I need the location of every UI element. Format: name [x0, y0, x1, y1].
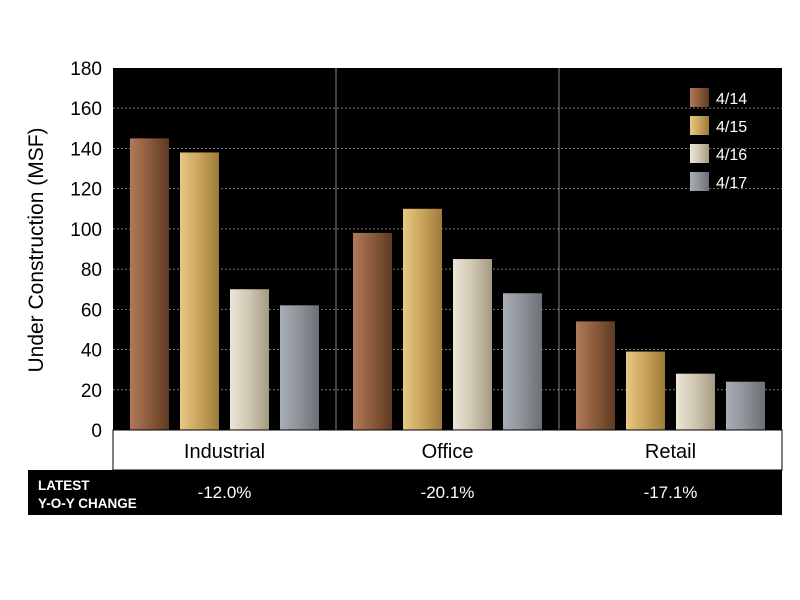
yoy-value: -12.0% — [198, 483, 252, 502]
plot-background — [113, 68, 782, 430]
bar-office-4-16 — [453, 259, 492, 430]
category-label: Office — [422, 441, 474, 463]
gridlines — [113, 107, 782, 391]
bar-retail-4-17 — [726, 381, 765, 430]
bar-industrial-4-14 — [130, 138, 169, 430]
y-tick-label: 180 — [70, 59, 102, 80]
yoy-values: -12.0% -20.1% -17.1% — [198, 483, 698, 502]
legend-label: 4/14 — [716, 91, 747, 108]
y-tick-label: 100 — [70, 220, 102, 241]
bar-office-4-15 — [403, 208, 442, 430]
y-tick-label: 120 — [70, 180, 102, 201]
yoy-strip — [28, 470, 782, 515]
y-tick-label: 40 — [81, 341, 102, 362]
y-axis-label: Under Construction (MSF) — [25, 127, 48, 372]
bar-retail-4-14 — [576, 321, 615, 430]
category-band — [112, 429, 783, 471]
yoy-title-line1: LATEST — [38, 478, 90, 493]
category-label: Industrial — [184, 441, 265, 463]
legend-label: 4/17 — [716, 175, 747, 192]
y-tick-label: 80 — [81, 260, 102, 281]
legend: 4/14 4/15 4/16 4/17 — [690, 88, 747, 192]
category-labels: Industrial Office Retail — [184, 441, 696, 463]
legend-swatch — [690, 116, 709, 135]
legend-swatch — [690, 88, 709, 107]
legend-label: 4/16 — [716, 147, 747, 164]
bar-industrial-4-16 — [230, 289, 269, 430]
y-tick-label: 20 — [81, 381, 102, 402]
legend-swatch — [690, 172, 709, 191]
bar-industrial-4-15 — [180, 152, 219, 430]
y-axis-ticks: 0 20 40 60 80 100 120 140 160 180 — [70, 59, 102, 442]
bar-retail-4-15 — [626, 351, 665, 430]
y-tick-label: 60 — [81, 300, 102, 321]
bars — [130, 138, 765, 430]
yoy-value: -17.1% — [644, 483, 698, 502]
y-tick-label: 160 — [70, 99, 102, 120]
category-separators — [335, 68, 560, 430]
y-tick-label: 140 — [70, 139, 102, 160]
bar-retail-4-16 — [676, 373, 715, 430]
legend-label: 4/15 — [716, 119, 747, 136]
yoy-value: -20.1% — [421, 483, 475, 502]
y-tick-label: 0 — [91, 421, 102, 442]
bar-industrial-4-17 — [280, 305, 319, 430]
bar-office-4-17 — [503, 293, 542, 430]
category-label: Retail — [645, 441, 696, 463]
bar-office-4-14 — [353, 232, 392, 430]
yoy-title-line2: Y-O-Y CHANGE — [38, 496, 137, 511]
legend-swatch — [690, 144, 709, 163]
